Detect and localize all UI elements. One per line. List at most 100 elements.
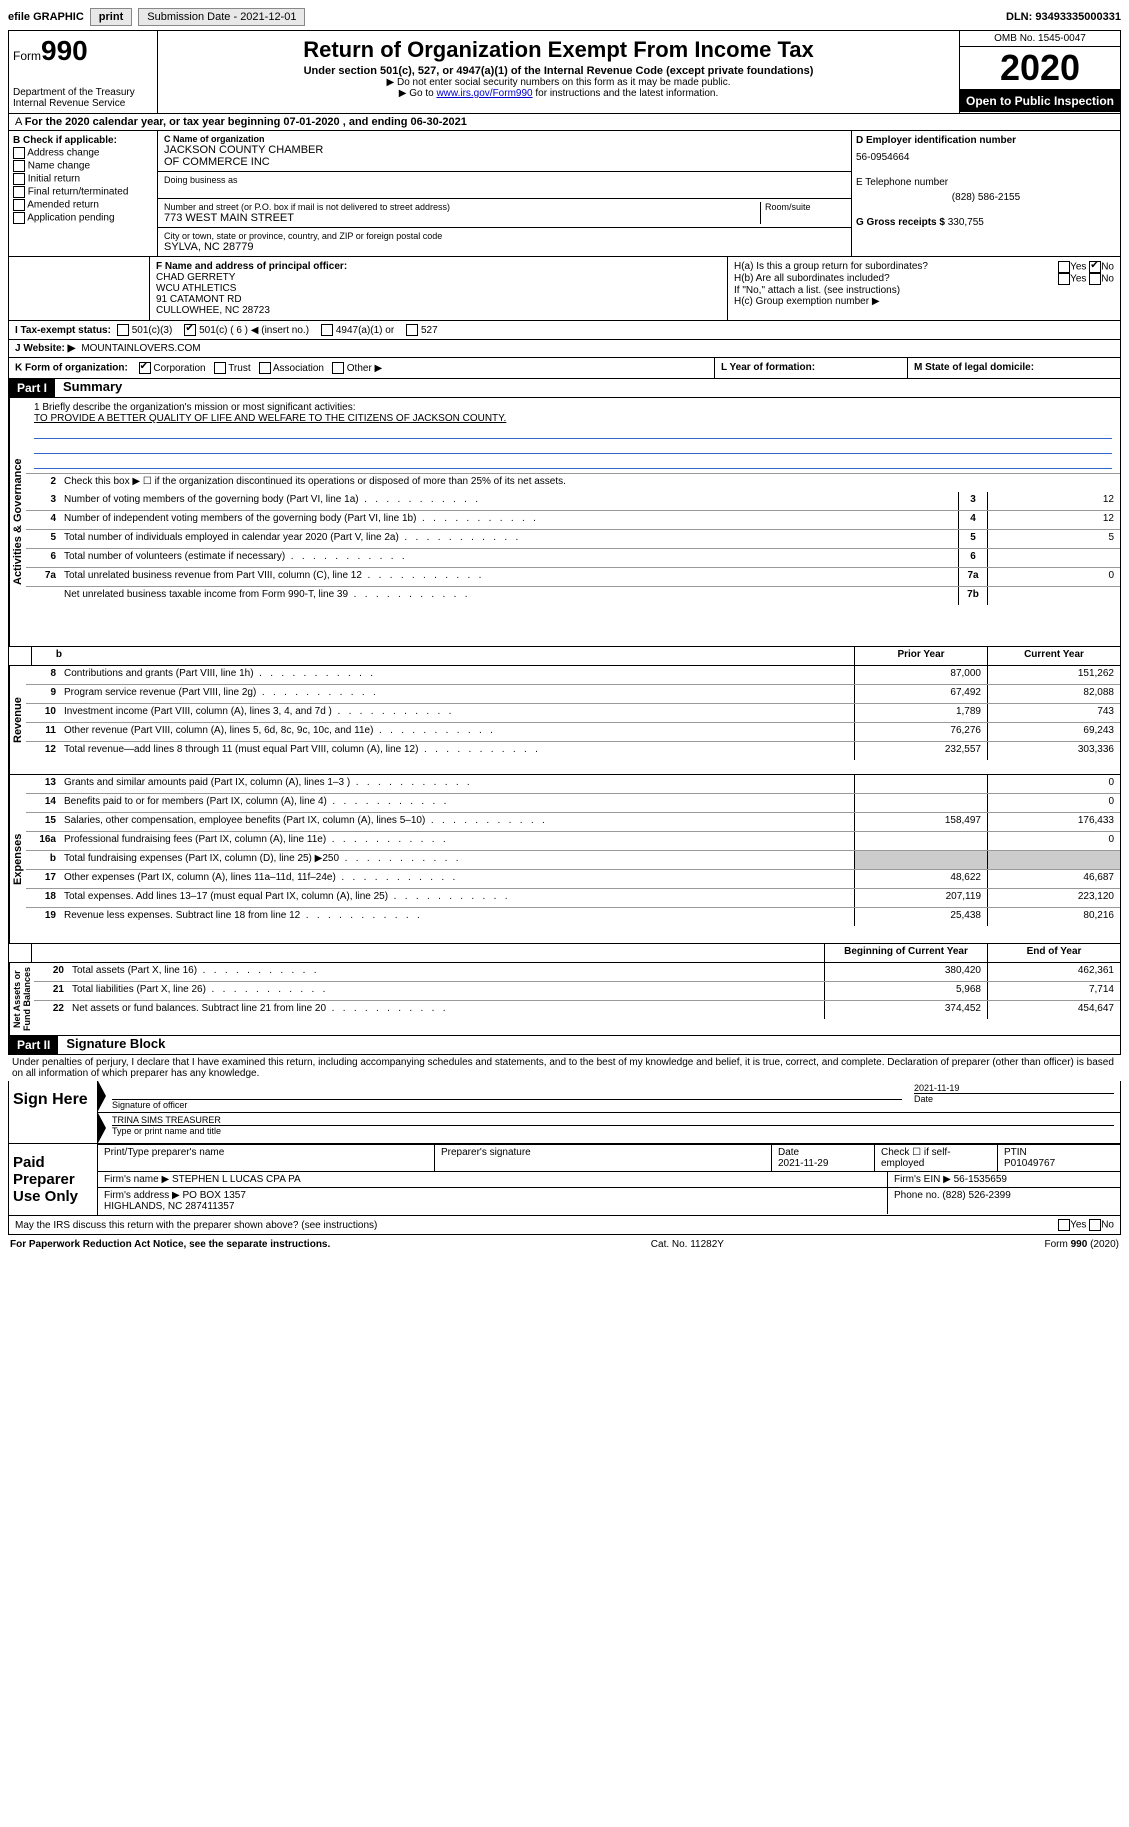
org-address: 773 WEST MAIN STREET [164,212,760,224]
gross-receipts: G Gross receipts $ 330,755 [856,217,1116,228]
summary-line: 16aProfessional fundraising fees (Part I… [26,831,1120,850]
website-value: MOUNTAINLOVERS.COM [81,343,200,354]
revenue-section: b Prior Year Current Year [8,647,1121,666]
firm-phone: (828) 526-2399 [942,1190,1010,1201]
k-opt: Other ▶ [332,363,382,374]
k-label: K Form of organization: [15,363,128,374]
form-label: Form [13,49,41,63]
box-b-item: Amended return [13,199,153,211]
gross-value: 330,755 [948,217,984,228]
sig-date: 2021-11-19 [914,1083,1114,1093]
footer-right: Form 990 (2020) [1045,1239,1119,1250]
inspection-label: Open to Public Inspection [960,90,1120,112]
summary-line: 19Revenue less expenses. Subtract line 1… [26,907,1120,926]
calendar-text: For the 2020 calendar year, or tax year … [25,116,467,128]
ptin-value: P01049767 [1004,1158,1114,1169]
box-k: K Form of organization: Corporation Trus… [9,358,714,378]
footer-left: For Paperwork Reduction Act Notice, see … [10,1239,330,1250]
prep-name-label: Print/Type preparer's name [98,1145,434,1171]
form-org-row: K Form of organization: Corporation Trus… [8,358,1121,379]
sign-here-label: Sign Here [9,1081,98,1143]
summary-line: 18Total expenses. Add lines 13–17 (must … [26,888,1120,907]
side-netassets: Net Assets or Fund Balances [9,963,34,1035]
line-b: b [32,647,66,665]
ha-label: H(a) Is this a group return for subordin… [734,261,928,273]
addr-box: Number and street (or P.O. box if mail i… [158,199,851,228]
subdate-label: Submission Date - [147,11,240,23]
top-bar: efile GRAPHIC print Submission Date - 20… [8,8,1121,26]
efile-label: efile GRAPHIC [8,11,84,23]
side-expenses: Expenses [9,775,26,943]
netassets-section: Net Assets or Fund Balances 20Total asse… [8,963,1121,1036]
dln-value: 93493335000331 [1035,11,1121,23]
subdate-value: 2021-12-01 [240,11,296,23]
box-d: D Employer identification number 56-0954… [851,131,1120,256]
summary-line: 22Net assets or fund balances. Subtract … [34,1000,1120,1019]
note-ssn: ▶ Do not enter social security numbers o… [164,77,953,88]
k-opt: Association [259,363,324,374]
summary-line: 14Benefits paid to or for members (Part … [26,793,1120,812]
hb-label: H(b) Are all subordinates included? [734,273,890,285]
preparer-section: Paid Preparer Use Only Print/Type prepar… [8,1144,1121,1216]
org-city: SYLVA, NC 28779 [164,241,845,253]
paid-preparer-label: Paid Preparer Use Only [9,1144,98,1215]
box-h: H(a) Is this a group return for subordin… [727,257,1120,320]
box-b-item: Name change [13,160,153,172]
print-button[interactable]: print [90,8,132,26]
header-mid: Return of Organization Exempt From Incom… [158,31,959,113]
summary-line: 11Other revenue (Part VIII, column (A), … [26,722,1120,741]
calendar-row: A For the 2020 calendar year, or tax yea… [8,114,1121,131]
tax-opt: 501(c) ( 6 ) ◀ (insert no.) [184,325,309,336]
summary-line: 17Other expenses (Part IX, column (A), l… [26,869,1120,888]
footer-mid: Cat. No. 11282Y [651,1239,724,1250]
summary-line: 6Total number of volunteers (estimate if… [26,548,1120,567]
website-row: J Website: ▶ MOUNTAINLOVERS.COM [8,340,1121,358]
summary-line: bTotal fundraising expenses (Part IX, co… [26,850,1120,869]
k-opt: Trust [214,363,251,374]
org-name-label: C Name of organization [164,134,845,144]
arrow-icon [98,1113,106,1143]
form-title: Return of Organization Exempt From Incom… [164,37,953,63]
side-revenue: Revenue [9,666,26,774]
phone-value: (828) 586-2155 [856,192,1116,203]
box-b: B Check if applicable: Address change Na… [9,131,158,256]
officer-label: F Name and address of principal officer: [156,261,721,272]
side-governance: Activities & Governance [9,398,26,646]
prep-date: 2021-11-29 [778,1158,868,1169]
submission-date: Submission Date - 2021-12-01 [138,8,305,26]
box-b-item: Application pending [13,212,153,224]
box-b-item: Final return/terminated [13,186,153,198]
prep-date-label: Date [778,1147,868,1158]
dept-label: Department of the Treasury Internal Reve… [13,87,153,109]
form-num: 990 [41,35,88,66]
summary-line: 21Total liabilities (Part X, line 26) 5,… [34,981,1120,1000]
city-box: City or town, state or province, country… [158,228,851,256]
box-f: F Name and address of principal officer:… [150,257,727,320]
dln: DLN: 93493335000331 [1006,11,1121,23]
box-b-title: B Check if applicable: [13,135,153,146]
summary-line: 15Salaries, other compensation, employee… [26,812,1120,831]
room-label: Room/suite [765,202,845,212]
header-right: OMB No. 1545-0047 2020 Open to Public In… [959,31,1120,113]
city-label: City or town, state or province, country… [164,231,845,241]
summary-line: 20Total assets (Part X, line 16) 380,420… [34,963,1120,981]
tax-year: 2020 [960,47,1120,90]
col-begin: Beginning of Current Year [824,944,987,962]
hb-note: If "No," attach a list. (see instruction… [734,285,1114,296]
k-opt: Corporation [139,363,206,374]
footer: For Paperwork Reduction Act Notice, see … [8,1235,1121,1254]
dba-label: Doing business as [164,175,845,185]
form-header: Form990 Department of the Treasury Inter… [8,30,1121,114]
l-label: L Year of formation: [721,362,815,373]
summary-line: 13Grants and similar amounts paid (Part … [26,775,1120,793]
officer-name: CHAD GERRETY [156,272,721,283]
note2-post: for instructions and the latest informat… [533,88,719,99]
part2-title: Signature Block [58,1036,165,1054]
irs-link[interactable]: www.irs.gov/Form990 [436,88,532,99]
summary-line: 8Contributions and grants (Part VIII, li… [26,666,1120,684]
summary-line: 10Investment income (Part VIII, column (… [26,703,1120,722]
date-label: Date [914,1093,1114,1104]
summary-line: 9Program service revenue (Part VIII, lin… [26,684,1120,703]
summary-line: 12Total revenue—add lines 8 through 11 (… [26,741,1120,760]
prep-sig-label: Preparer's signature [434,1145,771,1171]
